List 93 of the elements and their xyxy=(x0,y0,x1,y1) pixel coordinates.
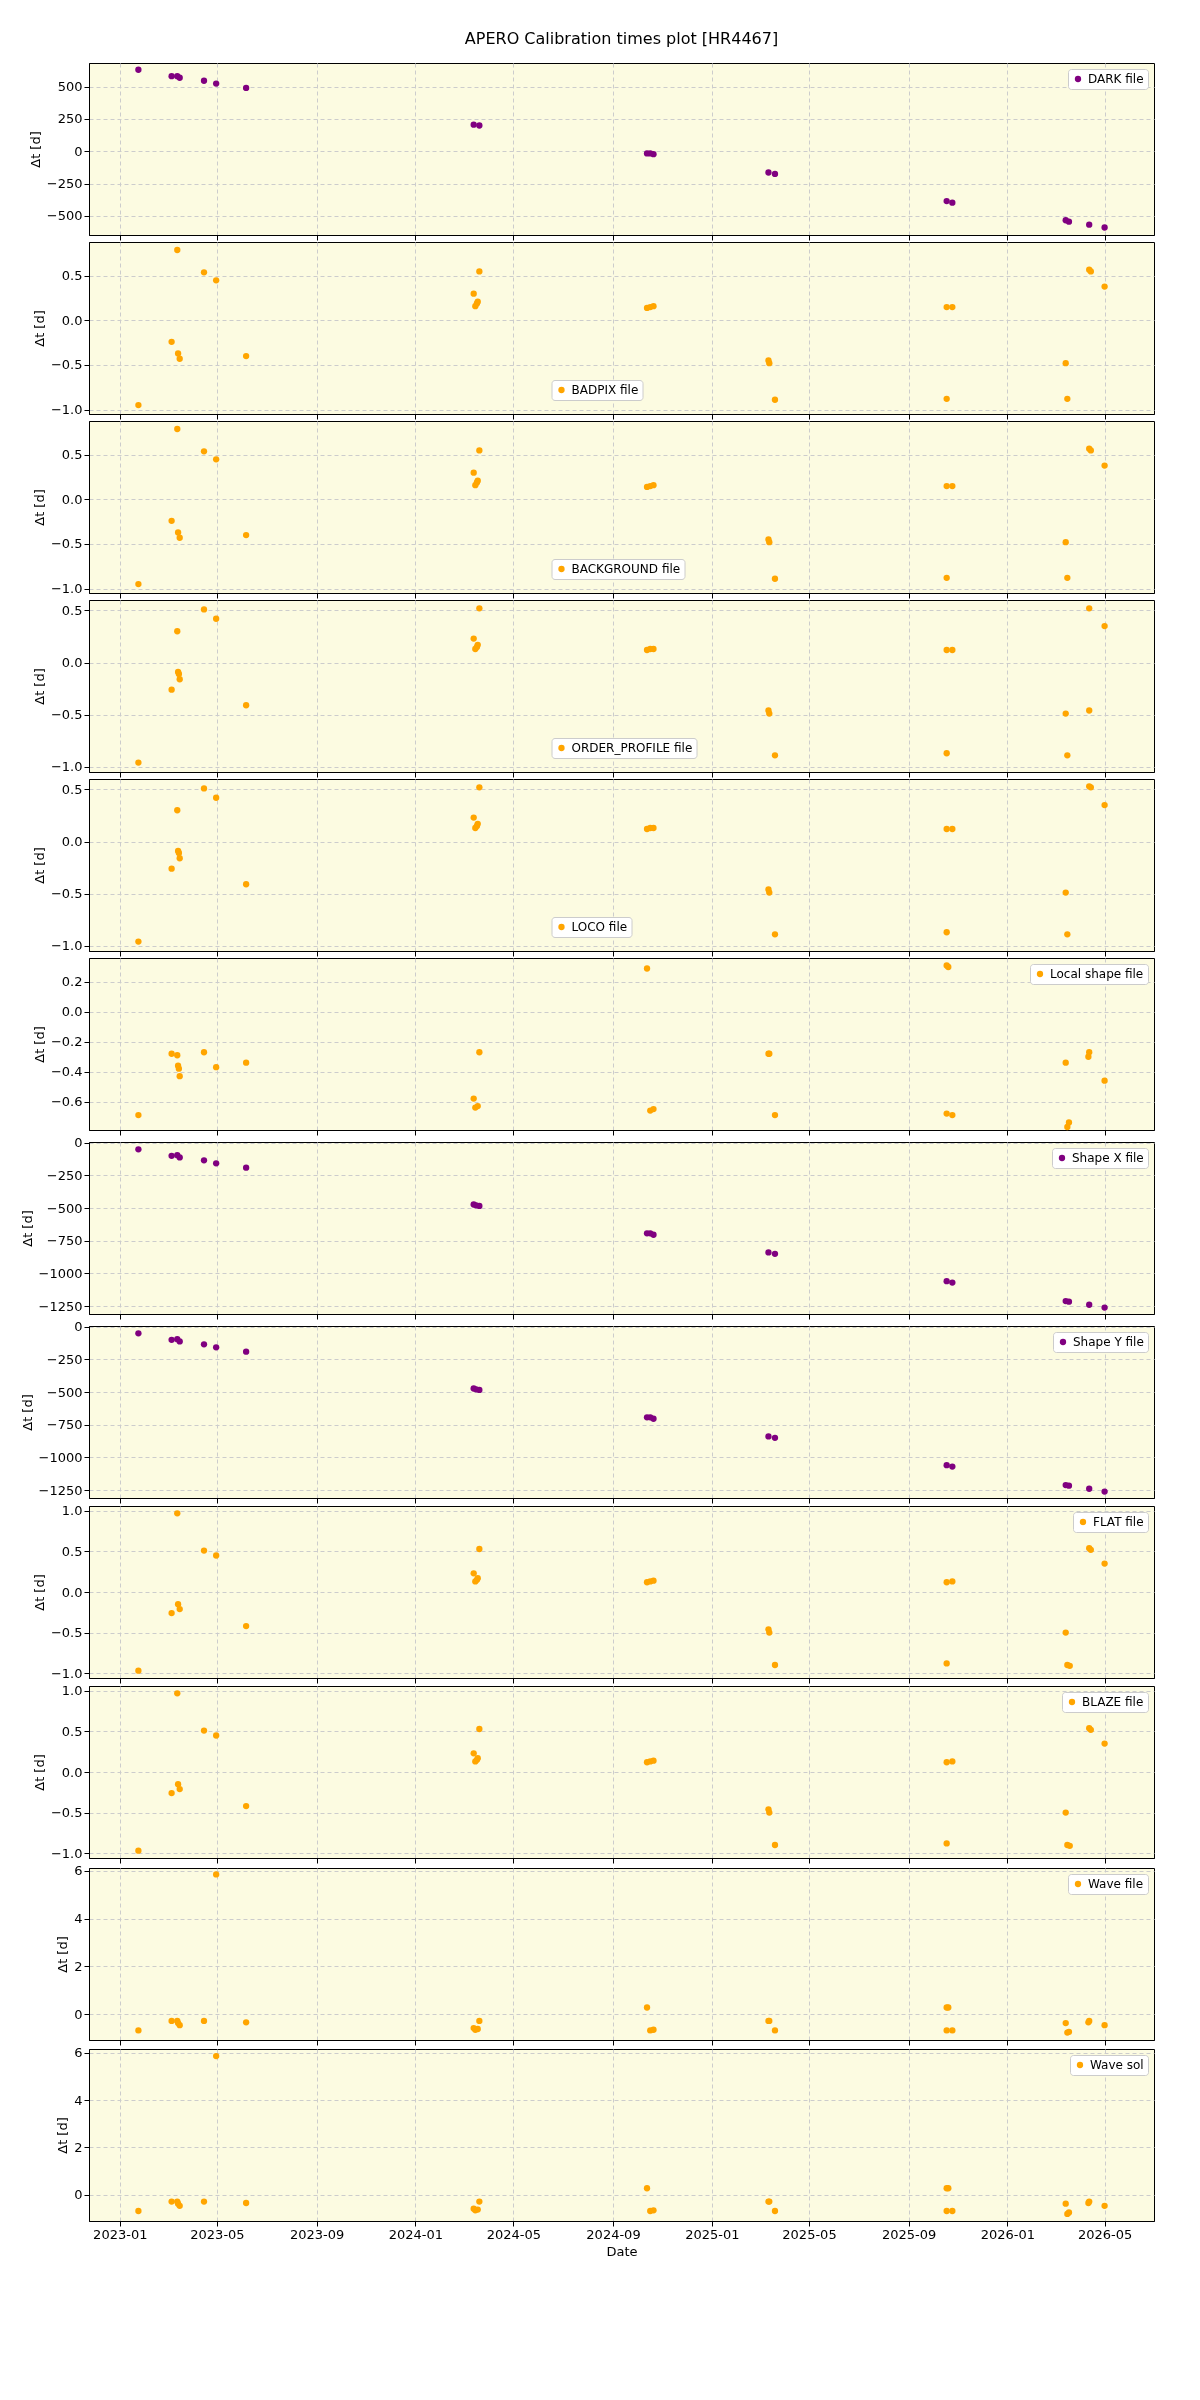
y-tick-label: −250 xyxy=(46,176,83,192)
y-tick-label: −0.5 xyxy=(50,357,83,373)
legend-label: DARK file xyxy=(1088,72,1144,86)
legend-label: LOCO file xyxy=(571,920,628,934)
legend-label: BACKGROUND file xyxy=(571,562,681,576)
y-tick-label: −750 xyxy=(46,1233,83,1249)
y-tick-label: −1.0 xyxy=(50,1845,83,1861)
y-tick-label: 0 xyxy=(74,2187,83,2203)
legend-label: BADPIX file xyxy=(571,383,639,397)
y-tick-label: −0.5 xyxy=(50,707,83,723)
y-tick-label: 0.5 xyxy=(61,1543,83,1559)
y-tick-label: −1.0 xyxy=(50,1665,83,1681)
x-tick-label: 2023-09 xyxy=(289,2226,345,2242)
y-axis-title: Δt [d] xyxy=(31,1026,47,1063)
y-tick-label: 0.0 xyxy=(61,1764,83,1780)
y-axis-title: Δt [d] xyxy=(19,1394,35,1431)
legend-label: Wave sol xyxy=(1090,2058,1144,2072)
y-tick-label: 0.2 xyxy=(61,974,83,990)
y-tick-label: 250 xyxy=(57,111,83,127)
y-tick-label: 0.5 xyxy=(61,268,83,284)
y-tick-label: 0.0 xyxy=(61,1584,83,1600)
x-tick-label: 2024-09 xyxy=(586,2226,641,2242)
y-axis-title: Δt [d] xyxy=(31,489,47,526)
y-tick-label: 0.0 xyxy=(61,312,83,328)
y-tick-label: 0 xyxy=(74,143,83,159)
y-tick-label: 6 xyxy=(74,1863,83,1879)
y-tick-label: −0.5 xyxy=(50,1805,83,1821)
y-tick-label: −0.4 xyxy=(50,1064,83,1080)
y-tick-label: 0.0 xyxy=(61,834,83,850)
y-tick-label: −1000 xyxy=(38,1265,83,1281)
y-axis-title: Δt [d] xyxy=(31,847,47,884)
x-tick-label: 2024-01 xyxy=(388,2226,444,2242)
y-axis-title: Δt [d] xyxy=(55,2117,71,2154)
y-tick-label: −1.0 xyxy=(50,759,83,775)
y-tick-label: −1250 xyxy=(38,1298,83,1314)
y-tick-label: 0 xyxy=(74,2006,83,2022)
y-tick-label: 1.0 xyxy=(61,1683,83,1699)
y-tick-label: 2 xyxy=(74,1958,83,1974)
y-tick-label: −1250 xyxy=(38,1482,83,1498)
y-tick-label: −0.5 xyxy=(50,536,83,552)
y-tick-label: −250 xyxy=(46,1167,83,1183)
y-tick-label: −1.0 xyxy=(50,938,83,954)
legend-label: Shape X file xyxy=(1072,1151,1144,1165)
y-tick-label: 2 xyxy=(74,2139,83,2155)
y-tick-label: 4 xyxy=(74,1911,83,1927)
y-tick-label: 6 xyxy=(74,2045,83,2061)
x-axis-title: Date xyxy=(606,2243,638,2259)
y-tick-label: −0.6 xyxy=(50,1094,83,1110)
y-tick-label: 0.5 xyxy=(61,1723,83,1739)
y-tick-label: −500 xyxy=(46,1384,83,1400)
y-tick-label: −0.5 xyxy=(50,1625,83,1641)
legend-label: ORDER_PROFILE file xyxy=(571,741,693,755)
x-tick-label: 2026-01 xyxy=(980,2226,1036,2242)
x-tick-label: 2023-05 xyxy=(190,2226,245,2242)
chart-title: APERO Calibration times plot [HR4467] xyxy=(464,29,779,48)
y-tick-label: 0.5 xyxy=(61,781,83,797)
x-tick-label: 2026-05 xyxy=(1077,2226,1133,2242)
y-tick-label: 0 xyxy=(74,1135,83,1151)
y-tick-label: −0.5 xyxy=(50,886,83,902)
x-tick-label: 2023-01 xyxy=(93,2226,148,2242)
y-tick-label: −750 xyxy=(46,1417,83,1433)
y-tick-label: 0.5 xyxy=(61,602,83,618)
y-tick-label: −0.2 xyxy=(50,1034,83,1050)
y-axis-title: Δt [d] xyxy=(31,310,47,347)
legend-label: Wave file xyxy=(1088,1877,1144,1891)
y-tick-label: 1.0 xyxy=(61,1503,83,1519)
y-tick-label: 0.5 xyxy=(61,447,83,463)
legend-label: Shape Y file xyxy=(1073,1335,1144,1349)
legend-label: FLAT file xyxy=(1093,1515,1144,1529)
y-axis-title: Δt [d] xyxy=(31,1574,47,1611)
legend-label: Local shape file xyxy=(1050,967,1144,981)
x-tick-label: 2025-09 xyxy=(881,2226,937,2242)
y-tick-label: −1000 xyxy=(38,1449,83,1465)
x-tick-label: 2025-01 xyxy=(685,2226,740,2242)
y-tick-label: −1.0 xyxy=(50,402,83,418)
y-tick-label: −500 xyxy=(46,1200,83,1216)
y-tick-label: 0.0 xyxy=(61,1004,83,1020)
x-tick-label: 2025-05 xyxy=(782,2226,837,2242)
y-tick-label: −250 xyxy=(46,1351,83,1367)
y-tick-label: −500 xyxy=(46,208,83,224)
y-tick-label: 0.0 xyxy=(61,491,83,507)
y-axis-title: Δt [d] xyxy=(19,1210,35,1247)
y-tick-label: 0 xyxy=(74,1319,83,1335)
y-tick-label: 500 xyxy=(57,79,83,95)
y-axis-title: Δt [d] xyxy=(31,1754,47,1791)
y-axis-title: Δt [d] xyxy=(27,131,43,168)
y-tick-label: 4 xyxy=(74,2092,83,2108)
legend-label: BLAZE file xyxy=(1082,1695,1144,1709)
y-axis-title: Δt [d] xyxy=(31,668,47,705)
y-tick-label: −1.0 xyxy=(50,581,83,597)
x-tick-label: 2024-05 xyxy=(486,2226,542,2242)
y-tick-label: 0.0 xyxy=(61,655,83,671)
y-axis-title: Δt [d] xyxy=(55,1936,71,1973)
